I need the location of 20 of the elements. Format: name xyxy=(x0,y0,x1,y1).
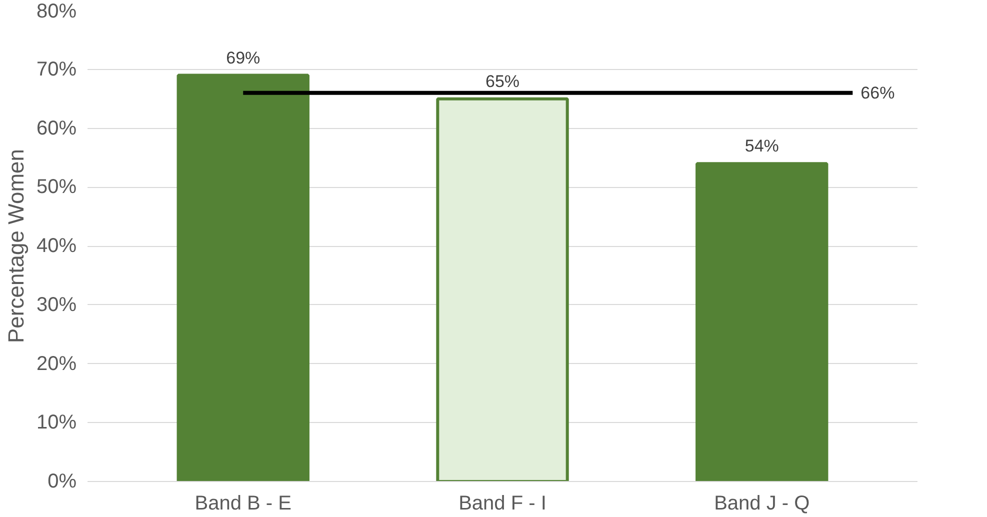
y-tick-label: 30% xyxy=(36,294,77,316)
y-tick-label: 80% xyxy=(36,0,77,22)
y-tick-label: 60% xyxy=(36,117,77,140)
bar xyxy=(436,97,569,482)
x-tick-label: Band J - Q xyxy=(714,492,810,514)
y-tick-label: 10% xyxy=(36,412,77,434)
data-label: 54% xyxy=(744,136,779,156)
y-tick-label: 50% xyxy=(36,176,77,198)
y-tick-label: 70% xyxy=(36,58,77,80)
bar xyxy=(696,162,828,482)
y-tick-label: 20% xyxy=(36,352,77,375)
y-axis-title: Percentage Women xyxy=(3,148,28,344)
bar xyxy=(176,74,310,482)
y-tick-label: 40% xyxy=(36,235,77,257)
x-tick-label: Band F - I xyxy=(458,492,546,514)
data-label: 65% xyxy=(485,72,520,91)
y-tick-label: 0% xyxy=(48,470,77,492)
x-tick-label: Band B - E xyxy=(194,492,292,514)
ref-line-label: 66% xyxy=(860,83,895,102)
data-label: 69% xyxy=(226,48,260,68)
